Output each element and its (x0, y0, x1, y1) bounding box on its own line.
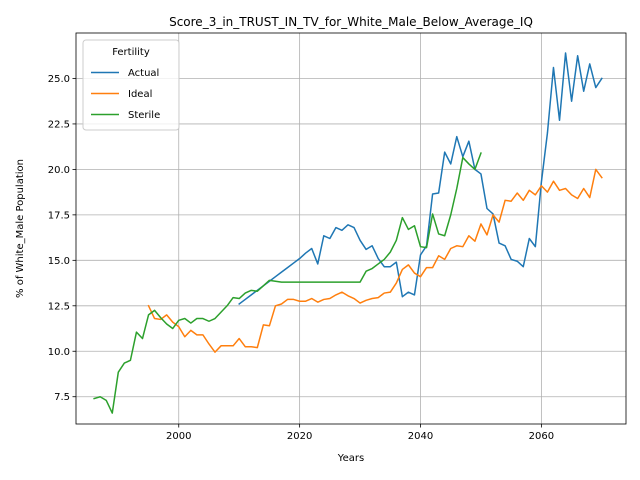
legend-entries: Actual Ideal Sterile (91, 68, 160, 121)
axis-ticks: 2000 2020 2040 2060 7.5 10.0 12.5 15.0 17.5 20.0 2… (48, 74, 554, 442)
y-tick-label: 22.5 (48, 119, 70, 130)
legend-label-sterile: Sterile (128, 110, 160, 121)
y-tick-label: 12.5 (48, 301, 70, 312)
grid (76, 33, 626, 424)
y-tick-label: 25.0 (48, 74, 70, 85)
y-tick-label: 10.0 (48, 347, 70, 358)
y-tick-label: 20.0 (48, 165, 70, 176)
y-tick-label: 7.5 (54, 392, 70, 403)
x-tick-label: 2020 (287, 431, 312, 442)
chart-title: Score_3_in_TRUST_IN_TV_for_White_Male_Be… (169, 15, 533, 29)
legend-title: Fertility (112, 47, 150, 58)
series-line-sterile (93, 152, 482, 414)
x-tick-label: 2000 (166, 431, 191, 442)
x-tick-label: 2060 (529, 431, 554, 442)
legend: Fertility Actual Ideal Sterile (82, 39, 180, 131)
series-line-ideal (147, 168, 603, 353)
y-axis-title: % of White_Male Population (15, 159, 26, 298)
series-line-actual (238, 52, 603, 306)
y-tick-label: 17.5 (48, 210, 70, 221)
series-lines (93, 52, 603, 414)
plot-frame (75, 32, 627, 425)
y-tick-label: 15.0 (48, 256, 70, 267)
x-tick-label: 2040 (408, 431, 433, 442)
x-axis-title: Years (337, 453, 364, 464)
legend-label-ideal: Ideal (128, 89, 152, 100)
legend-box (82, 39, 180, 131)
legend-label-actual: Actual (128, 68, 159, 79)
